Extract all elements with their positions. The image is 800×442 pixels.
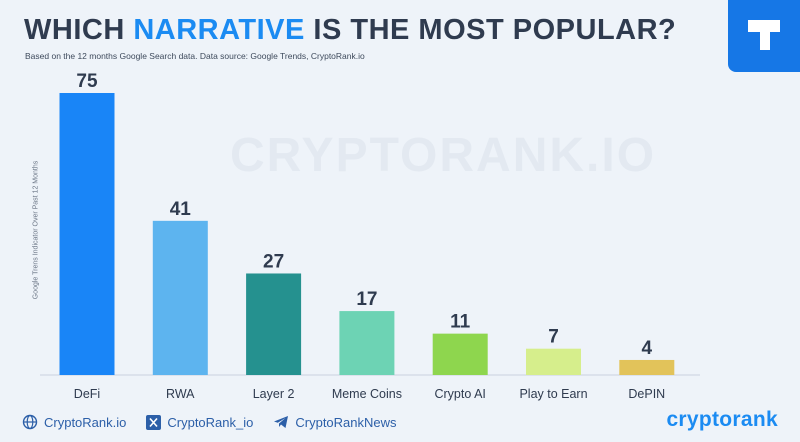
logo-badge	[728, 0, 800, 72]
category-label: Meme Coins	[332, 387, 402, 401]
logo-icon	[748, 20, 780, 50]
globe-icon	[22, 414, 38, 430]
page-title: WHICH NARRATIVE IS THE MOST POPULAR?	[24, 14, 676, 47]
category-label: DeFi	[74, 387, 100, 401]
footer-x-link[interactable]: CryptoRank_io	[146, 414, 254, 430]
bar-value-label: 11	[450, 312, 471, 333]
bar-value-label: 27	[263, 251, 284, 272]
telegram-icon	[274, 416, 289, 428]
footer-telegram-link[interactable]: CryptoRankNews	[273, 414, 397, 430]
category-label: RWA	[166, 387, 195, 401]
footer-website-link[interactable]: CryptoRank.io	[22, 414, 126, 430]
bar-play-to-earn	[526, 348, 581, 375]
title-part-1: WHICH	[24, 14, 134, 46]
title-accent: NARRATIVE	[133, 14, 305, 46]
bar-crypto-ai	[432, 333, 488, 375]
bar-layer-2	[246, 273, 302, 375]
category-label: Layer 2	[253, 387, 295, 401]
bar-value-label: 75	[76, 71, 98, 92]
bar-value-label: 17	[356, 289, 377, 310]
category-label: Play to Earn	[519, 387, 587, 401]
bar-value-label: 41	[170, 199, 192, 220]
footer-x-text: CryptoRank_io	[167, 414, 254, 430]
footer-telegram-text: CryptoRankNews	[295, 414, 397, 430]
watermark: CRYPTORANK.IO	[230, 129, 657, 182]
bar-rwa	[152, 220, 208, 375]
bar-value-label: 4	[642, 338, 653, 359]
bar-depin	[619, 359, 675, 375]
x-icon	[146, 414, 162, 430]
category-label: Crypto AI	[434, 387, 485, 401]
bar-defi	[59, 93, 115, 375]
footer-website-text: CryptoRank.io	[44, 414, 127, 430]
bar-meme-coins	[339, 311, 395, 375]
category-label: DePIN	[628, 387, 665, 401]
subtitle: Based on the 12 months Google Search dat…	[25, 51, 365, 61]
footer-links: CryptoRank.io CryptoRank_io CryptoRankNe…	[22, 414, 397, 430]
title-part-2: IS THE MOST POPULAR?	[304, 14, 677, 46]
brand-logo-text: cryptorank	[666, 408, 778, 431]
bar-value-label: 7	[548, 327, 559, 348]
